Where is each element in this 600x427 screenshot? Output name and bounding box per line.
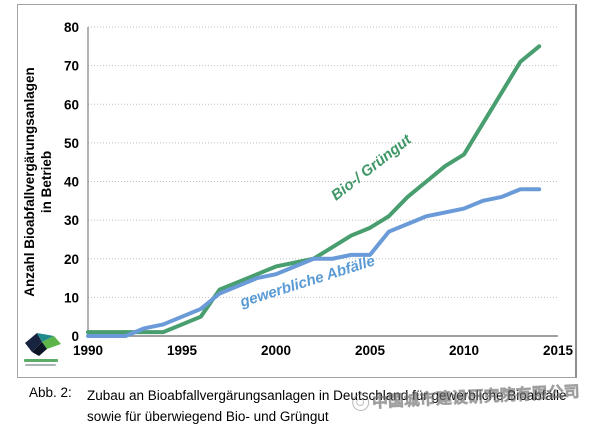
chart-figure: Anzahl Bioabfallvergärungsanlagen in Bet… — [17, 4, 577, 378]
logo-subcaption-bar — [25, 364, 56, 366]
y-tick-label: 70 — [64, 59, 79, 74]
series-line-1 — [86, 187, 542, 338]
x-tick-label: 1995 — [167, 343, 198, 358]
logo-gem-icon — [25, 333, 61, 356]
caption-line1: Zubau an Bioabfallvergärungsanlagen in D… — [87, 388, 567, 403]
x-tick-label: 2005 — [355, 343, 386, 358]
caption-line2: sowie für überwiegend Bio- und Grüngut — [87, 409, 329, 424]
y-tick-label: 80 — [64, 20, 79, 35]
witzenhausen-institut-logo — [20, 330, 66, 370]
x-tick-label: 1990 — [73, 343, 103, 358]
x-tick-label: 2010 — [449, 343, 479, 358]
series-line-0 — [86, 44, 542, 335]
y-tick-label: 10 — [64, 290, 79, 305]
y-tick-label: 30 — [64, 213, 79, 228]
figure-caption: Zubau an Bioabfallvergärungsanlagen in D… — [87, 385, 587, 427]
y-tick-label: 50 — [64, 136, 79, 151]
caption-number: Abb. 2: — [29, 385, 72, 400]
logo-caption-bar — [24, 359, 58, 362]
series-label-0: Bio-/ Grüngut — [328, 131, 415, 205]
y-tick-label: 40 — [64, 175, 79, 190]
y-tick-label: 60 — [64, 97, 79, 112]
y-tick-label: 20 — [64, 252, 79, 267]
x-tick-label: 2015 — [543, 343, 574, 358]
x-tick-label: 2000 — [261, 343, 291, 358]
y-tick-label: 0 — [71, 329, 79, 344]
line-chart: 0 10 20 30 40 50 60 70 80 1990 1995 2000 2005 2010 201… — [64, 20, 574, 358]
